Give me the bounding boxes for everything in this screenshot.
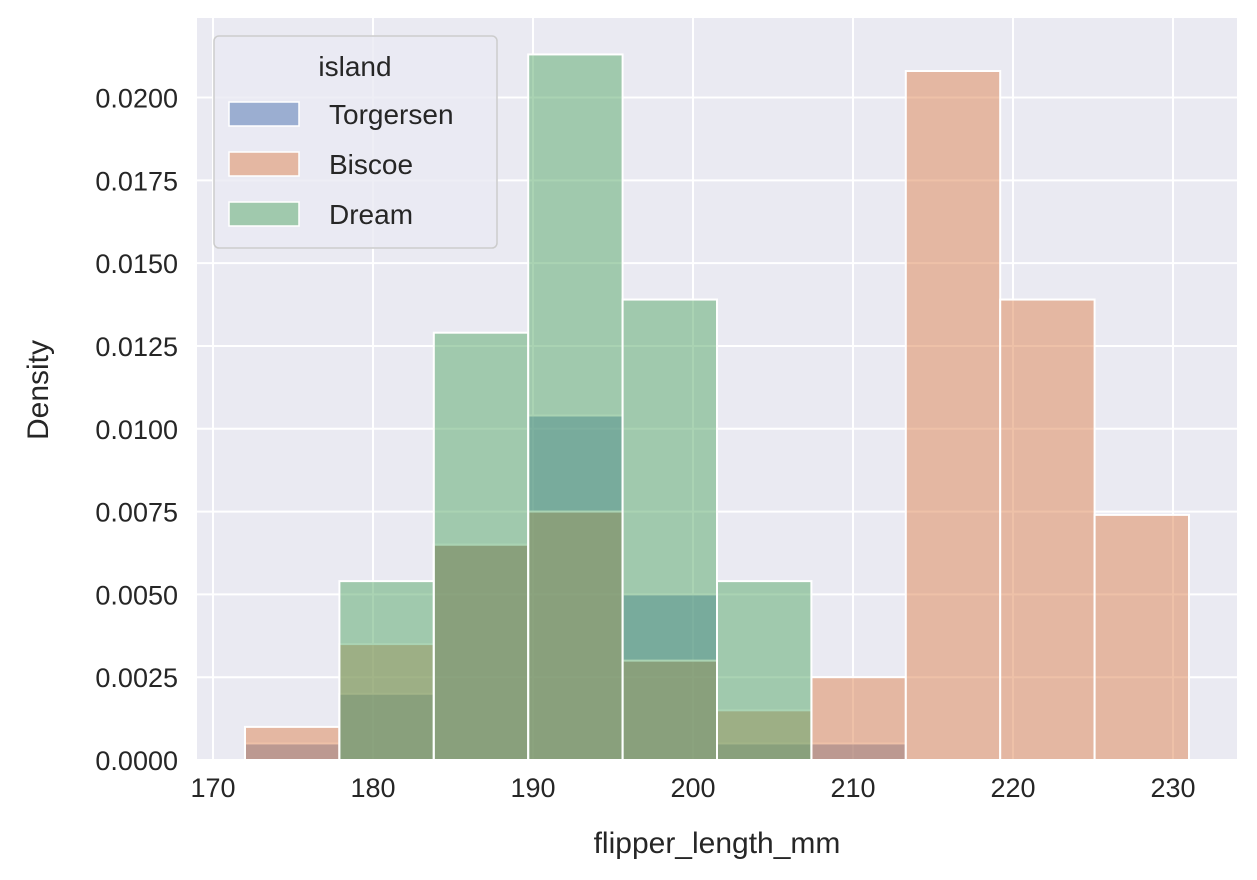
y-tick-label: 0.0125	[95, 332, 178, 362]
legend-title: island	[318, 51, 391, 82]
x-tick-label: 210	[830, 773, 875, 803]
y-tick-label: 0.0000	[95, 746, 178, 776]
bar-dream	[621, 298, 718, 761]
bar-dream	[432, 331, 530, 761]
bars	[244, 53, 1190, 761]
bar-biscoe	[1093, 513, 1190, 761]
legend-box	[213, 35, 498, 249]
legend-label-torgersen: Torgersen	[329, 99, 454, 130]
y-axis-label: Density	[22, 340, 55, 440]
bar-dream	[527, 53, 624, 761]
y-tick-label: 0.0150	[95, 249, 178, 279]
x-tick-label: 170	[190, 773, 235, 803]
bar-biscoe	[904, 70, 1002, 761]
legend: island Torgersen Biscoe Dream	[213, 35, 498, 249]
y-tick-labels: 0.0000 0.0025 0.0050 0.0075 0.0100 0.0125 0.01…	[95, 84, 178, 777]
x-tick-label: 190	[510, 773, 555, 803]
legend-swatch-torgersen	[228, 101, 300, 127]
legend-label-dream: Dream	[329, 199, 413, 230]
y-tick-label: 0.0175	[95, 166, 178, 196]
bar-dream	[716, 580, 813, 761]
bar-biscoe	[999, 298, 1096, 761]
y-tick-label: 0.0075	[95, 498, 178, 528]
x-tick-labels: 170 180 190 200 210 220 230	[190, 773, 1195, 803]
y-tick-label: 0.0100	[95, 415, 178, 445]
bar-biscoe	[244, 725, 341, 761]
y-tick-label: 0.0025	[95, 663, 178, 693]
x-tick-label: 220	[990, 773, 1035, 803]
legend-label-biscoe: Biscoe	[329, 149, 413, 180]
bar-dream	[338, 580, 435, 761]
legend-swatch-dream	[228, 201, 300, 227]
x-axis-label: flipper_length_mm	[594, 827, 841, 860]
bar-biscoe	[810, 676, 907, 761]
y-tick-label: 0.0200	[95, 84, 178, 114]
y-tick-label: 0.0050	[95, 580, 178, 610]
x-tick-label: 200	[670, 773, 715, 803]
legend-swatch-biscoe	[228, 151, 300, 177]
x-tick-label: 180	[350, 773, 395, 803]
x-tick-label: 230	[1150, 773, 1195, 803]
